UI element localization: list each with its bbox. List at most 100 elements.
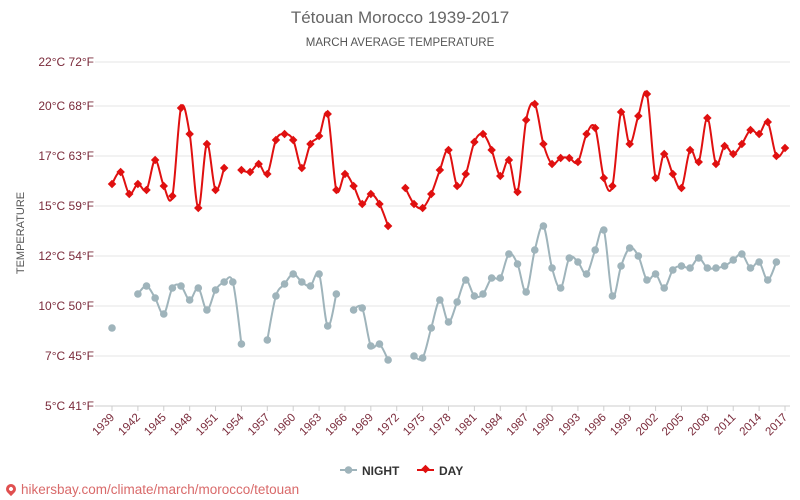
data-point-night[interactable]: [349, 306, 358, 314]
data-point-night[interactable]: [729, 256, 738, 264]
data-point-night[interactable]: [703, 264, 712, 272]
data-point-day[interactable]: [487, 145, 496, 155]
data-point-night[interactable]: [332, 290, 341, 298]
data-point-night[interactable]: [582, 270, 591, 278]
data-point-day[interactable]: [176, 103, 186, 113]
data-point-day[interactable]: [133, 179, 143, 189]
data-point-night[interactable]: [470, 292, 479, 300]
data-point-night[interactable]: [134, 290, 142, 298]
data-point-night[interactable]: [177, 282, 185, 290]
data-point-day[interactable]: [478, 129, 488, 139]
data-point-night[interactable]: [522, 288, 530, 296]
data-point-night[interactable]: [367, 342, 375, 350]
data-point-day[interactable]: [349, 181, 358, 191]
data-point-day[interactable]: [496, 171, 505, 181]
data-point-night[interactable]: [323, 322, 332, 330]
data-point-day[interactable]: [703, 113, 712, 123]
data-point-day[interactable]: [409, 199, 419, 209]
data-point-night[interactable]: [738, 250, 746, 258]
data-point-day[interactable]: [357, 199, 367, 209]
data-point-day[interactable]: [461, 169, 470, 179]
data-point-night[interactable]: [505, 250, 513, 258]
data-point-night[interactable]: [565, 254, 574, 262]
data-point-night[interactable]: [755, 258, 763, 266]
data-point-night[interactable]: [444, 318, 453, 326]
data-point-day[interactable]: [435, 165, 445, 175]
data-point-day[interactable]: [288, 135, 298, 145]
data-point-day[interactable]: [418, 203, 427, 213]
data-point-night[interactable]: [453, 298, 461, 306]
data-point-day[interactable]: [642, 89, 652, 99]
data-point-night[interactable]: [289, 270, 297, 278]
data-point-night[interactable]: [220, 278, 228, 286]
data-point-day[interactable]: [280, 129, 289, 139]
data-point-day[interactable]: [254, 159, 263, 169]
data-point-day[interactable]: [150, 155, 160, 165]
data-point-day[interactable]: [582, 129, 591, 139]
data-point-day[interactable]: [237, 165, 246, 175]
data-point-night[interactable]: [108, 324, 116, 332]
data-point-night[interactable]: [487, 274, 496, 282]
data-point-night[interactable]: [651, 270, 660, 278]
data-point-night[interactable]: [418, 354, 427, 362]
data-point-night[interactable]: [513, 260, 522, 268]
data-point-night[interactable]: [720, 262, 729, 270]
data-point-day[interactable]: [521, 115, 531, 125]
data-point-day[interactable]: [375, 199, 384, 209]
data-point-day[interactable]: [452, 181, 462, 191]
data-point-night[interactable]: [694, 254, 703, 262]
data-point-day[interactable]: [271, 135, 281, 145]
data-point-night[interactable]: [436, 296, 444, 304]
data-point-night[interactable]: [263, 336, 272, 344]
data-point-night[interactable]: [203, 306, 211, 314]
data-point-day[interactable]: [539, 139, 548, 149]
legend-item-day[interactable]: DAY: [417, 464, 463, 478]
data-point-day[interactable]: [125, 189, 134, 199]
data-point-day[interactable]: [668, 169, 678, 179]
data-point-day[interactable]: [116, 167, 125, 177]
data-point-day[interactable]: [263, 169, 272, 179]
data-point-night[interactable]: [496, 274, 505, 282]
data-point-night[interactable]: [185, 296, 194, 304]
data-point-night[interactable]: [539, 222, 548, 230]
data-point-night[interactable]: [306, 282, 315, 290]
data-point-night[interactable]: [375, 340, 384, 348]
data-point-day[interactable]: [245, 167, 255, 177]
data-point-night[interactable]: [384, 356, 392, 364]
data-point-day[interactable]: [219, 163, 229, 173]
data-point-night[interactable]: [280, 280, 289, 288]
data-point-night[interactable]: [772, 258, 781, 266]
data-point-night[interactable]: [315, 270, 323, 278]
data-point-night[interactable]: [548, 264, 556, 272]
data-point-night[interactable]: [677, 262, 686, 270]
data-point-night[interactable]: [194, 284, 203, 292]
data-point-night[interactable]: [660, 284, 669, 292]
data-point-night[interactable]: [634, 252, 643, 260]
data-point-day[interactable]: [383, 221, 393, 231]
data-point-day[interactable]: [470, 137, 479, 147]
legend[interactable]: NIGHT DAY: [340, 464, 463, 478]
data-point-night[interactable]: [600, 226, 608, 234]
data-point-day[interactable]: [772, 151, 781, 161]
data-point-day[interactable]: [427, 189, 436, 199]
data-point-night[interactable]: [461, 276, 470, 284]
data-point-day[interactable]: [444, 145, 453, 155]
data-point-night[interactable]: [746, 264, 755, 272]
data-point-night[interactable]: [530, 246, 539, 254]
data-point-night[interactable]: [228, 278, 237, 286]
data-point-day[interactable]: [573, 157, 583, 167]
data-point-day[interactable]: [314, 131, 324, 141]
data-point-day[interactable]: [608, 181, 617, 191]
data-point-night[interactable]: [168, 284, 177, 292]
data-point-night[interactable]: [272, 292, 280, 300]
data-point-day[interactable]: [306, 139, 315, 149]
data-point-day[interactable]: [142, 185, 151, 195]
data-point-day[interactable]: [168, 191, 177, 201]
data-point-day[interactable]: [159, 181, 169, 191]
data-point-day[interactable]: [340, 169, 350, 179]
data-point-day[interactable]: [107, 179, 117, 189]
data-point-night[interactable]: [686, 264, 694, 272]
data-point-night[interactable]: [643, 276, 651, 284]
data-point-day[interactable]: [185, 129, 194, 139]
data-point-night[interactable]: [617, 262, 625, 270]
